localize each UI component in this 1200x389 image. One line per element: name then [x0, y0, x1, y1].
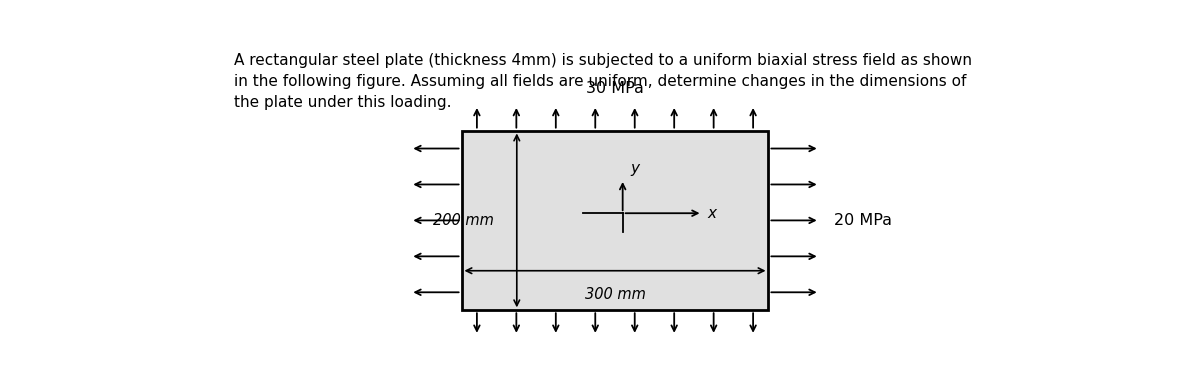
Text: 30 MPa: 30 MPa [586, 81, 644, 96]
Text: y: y [630, 161, 640, 176]
Text: 300 mm: 300 mm [584, 287, 646, 302]
Text: x: x [707, 206, 716, 221]
Text: 200 mm: 200 mm [433, 213, 493, 228]
Text: A rectangular steel plate (thickness 4mm) is subjected to a uniform biaxial stre: A rectangular steel plate (thickness 4mm… [234, 53, 972, 110]
Bar [462, 131, 768, 310]
Text: 20 MPa: 20 MPa [834, 213, 892, 228]
